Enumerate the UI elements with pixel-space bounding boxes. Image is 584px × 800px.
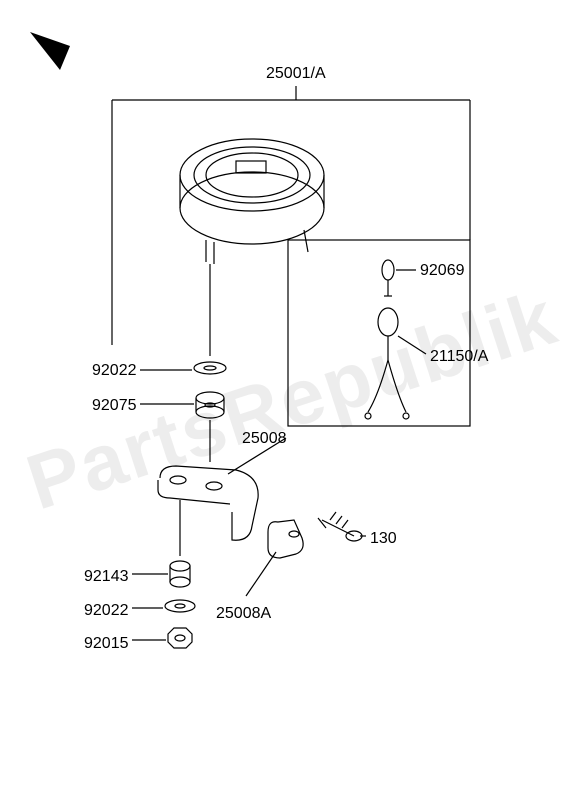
label-92143: 92143: [84, 568, 129, 586]
label-130: 130: [370, 530, 397, 548]
bracket-25008: [158, 466, 258, 540]
label-25008a: 25008A: [216, 605, 271, 623]
label-92022-top: 92022: [92, 362, 137, 380]
label-92075: 92075: [92, 397, 137, 415]
cord-21150a: [365, 308, 409, 419]
label-92015: 92015: [84, 635, 129, 653]
washer-92022-bot: [165, 600, 195, 612]
damper-92075: [196, 392, 224, 418]
clip-25008a: [268, 520, 303, 558]
label-92069: 92069: [420, 262, 465, 280]
label-92022-bot: 92022: [84, 602, 129, 620]
gauge-assembly: [180, 139, 324, 264]
back-arrow-icon: [30, 32, 70, 70]
label-21150a: 21150/A: [430, 348, 488, 366]
collar-92143: [170, 561, 190, 587]
leaders: [132, 270, 426, 640]
label-25008: 25008: [242, 430, 287, 448]
washer-92022-top: [194, 362, 226, 374]
bolt-130: [318, 512, 362, 541]
frame-outer: [112, 86, 470, 345]
label-25001a: 25001/A: [266, 65, 326, 83]
nut-92015: [168, 628, 192, 648]
diagram-svg: [0, 0, 584, 800]
bulb-92069: [382, 260, 394, 296]
